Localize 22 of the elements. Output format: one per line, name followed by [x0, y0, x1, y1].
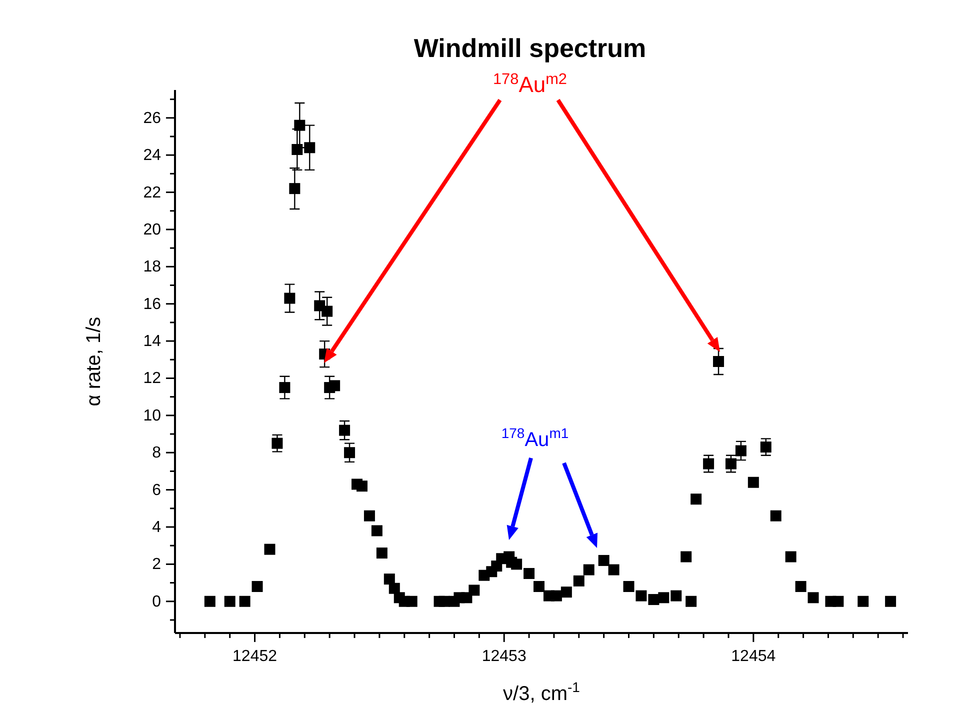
y-tick-label: 12: [143, 370, 162, 388]
y-tick-label: 26: [143, 110, 162, 127]
y-tick-label: 20: [143, 221, 162, 238]
y-tick-label: 8: [152, 444, 162, 462]
y-tick-label: 16: [143, 296, 162, 313]
y-tick-label: 4: [152, 519, 162, 536]
y-tick-label: 18: [143, 258, 162, 276]
x-axis-title: ν/3, cm$^{-1}$: [503, 679, 580, 705]
annotation: $^{178}$Au$^{m1}$: [501, 425, 569, 451]
y-tick-label: 2: [152, 556, 162, 574]
x-tick-label: 12452: [232, 648, 278, 665]
y-tick-label: 24: [143, 147, 162, 164]
y-tick-label: 6: [152, 482, 162, 499]
y-tick-label: 10: [143, 407, 162, 424]
x-tick-label: 12454: [731, 648, 776, 665]
chart-title: Windmill spectrum: [414, 33, 646, 63]
x-tick-label: 12453: [482, 648, 526, 665]
y-axis-title: α rate, 1/s: [83, 316, 105, 406]
y-tick-label: 14: [143, 333, 162, 350]
y-tick-label: 22: [143, 184, 162, 202]
y-tick-label: 0: [152, 593, 162, 610]
annotation: $^{178}$Au$^{m2}$: [493, 70, 567, 97]
